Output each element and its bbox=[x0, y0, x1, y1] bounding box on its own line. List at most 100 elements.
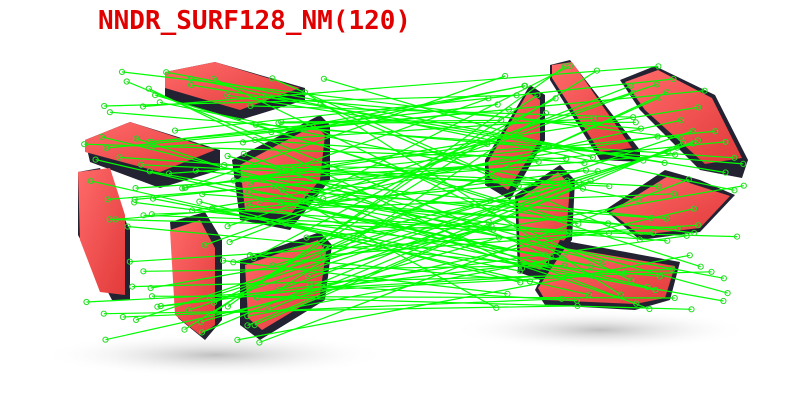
keypoint-marker bbox=[674, 144, 681, 151]
match-line bbox=[142, 65, 659, 108]
keypoint-marker bbox=[712, 128, 719, 135]
match-line bbox=[278, 167, 659, 188]
match-line bbox=[84, 143, 567, 160]
keypoint-marker bbox=[633, 300, 640, 307]
match-line bbox=[95, 159, 648, 288]
keypoint-marker bbox=[695, 222, 702, 229]
keypoint-marker bbox=[655, 63, 662, 70]
match-line bbox=[285, 223, 724, 302]
match-line bbox=[265, 96, 641, 130]
keypoint-marker bbox=[561, 262, 568, 269]
right-block-tr-face bbox=[625, 70, 742, 164]
keypoint-marker bbox=[664, 89, 671, 96]
keypoint-marker bbox=[116, 154, 123, 161]
keypoint-marker bbox=[278, 118, 285, 126]
keypoint-marker bbox=[576, 179, 583, 186]
keypoint-marker bbox=[634, 197, 641, 204]
match-line bbox=[90, 180, 589, 296]
match-line bbox=[273, 185, 497, 309]
keypoint-marker bbox=[187, 75, 194, 82]
keypoint-marker bbox=[653, 81, 660, 88]
keypoint-marker bbox=[664, 148, 671, 155]
keypoint-marker bbox=[123, 78, 130, 85]
keypoint-marker bbox=[534, 189, 541, 196]
keypoint-marker bbox=[686, 252, 693, 259]
keypoint-marker bbox=[146, 168, 153, 175]
keypoint-marker bbox=[593, 67, 601, 74]
keypoint-marker bbox=[192, 167, 199, 174]
keypoint-marker bbox=[628, 277, 635, 284]
keypoint-marker bbox=[275, 119, 282, 127]
keypoint-marker bbox=[734, 233, 741, 240]
keypoint-marker bbox=[688, 306, 695, 313]
keypoint-marker bbox=[552, 95, 559, 102]
keypoint-marker bbox=[495, 234, 502, 241]
keypoint-marker bbox=[655, 183, 662, 190]
keypoint-marker bbox=[542, 259, 550, 266]
keypoint-marker bbox=[290, 202, 297, 210]
keypoint-marker bbox=[724, 290, 731, 297]
keypoint-marker bbox=[81, 141, 88, 148]
keypoint-marker bbox=[740, 160, 747, 167]
keypoint-marker bbox=[720, 297, 727, 305]
keypoint-marker bbox=[148, 293, 156, 300]
keypoint-marker bbox=[104, 196, 111, 203]
match-line bbox=[320, 103, 641, 241]
keypoint-marker bbox=[606, 183, 613, 190]
left-block-top-face bbox=[165, 62, 300, 110]
keypoint-marker bbox=[630, 114, 637, 121]
keypoint-marker bbox=[154, 303, 161, 310]
keypoint-marker bbox=[256, 197, 263, 204]
keypoint-marker bbox=[224, 223, 231, 230]
keypoint-marker bbox=[152, 92, 159, 99]
match-line bbox=[247, 180, 591, 326]
left-block-l-face bbox=[78, 168, 125, 295]
keypoint-marker bbox=[124, 223, 131, 230]
keypoint-marker bbox=[303, 234, 310, 241]
keypoint-marker bbox=[632, 119, 639, 126]
keypoint-marker bbox=[321, 284, 328, 292]
keypoint-marker bbox=[224, 303, 231, 310]
keypoint-marker bbox=[221, 162, 228, 169]
keypoint-marker bbox=[319, 252, 326, 259]
match-line bbox=[259, 200, 678, 229]
keypoints bbox=[81, 63, 747, 346]
keypoint-marker bbox=[701, 87, 708, 94]
keypoint-marker bbox=[230, 259, 237, 266]
keypoint-marker bbox=[599, 259, 606, 266]
keypoint-marker bbox=[589, 272, 596, 280]
keypoint-marker bbox=[92, 156, 99, 163]
keypoint-marker bbox=[100, 310, 107, 317]
keypoint-marker bbox=[515, 182, 522, 190]
match-line bbox=[212, 207, 668, 242]
keypoint-marker bbox=[640, 157, 647, 164]
keypoint-marker bbox=[244, 201, 252, 208]
keypoint-marker bbox=[149, 195, 157, 202]
keypoint-marker bbox=[722, 138, 729, 145]
keypoint-marker bbox=[731, 154, 738, 161]
keypoint-marker bbox=[163, 69, 170, 76]
keypoint-marker bbox=[208, 310, 215, 318]
match-line bbox=[304, 91, 622, 296]
match-line bbox=[268, 181, 580, 310]
match-line bbox=[272, 151, 668, 266]
keypoint-marker bbox=[320, 75, 327, 82]
keypoint-marker bbox=[317, 101, 324, 108]
keypoint-marker bbox=[278, 200, 285, 207]
match-line bbox=[259, 178, 690, 344]
match-line bbox=[160, 235, 687, 307]
keypoint-marker bbox=[244, 313, 251, 320]
match-line bbox=[282, 189, 652, 219]
keypoint-marker bbox=[671, 190, 678, 197]
keypoint-marker bbox=[251, 322, 258, 329]
keypoint-marker bbox=[558, 295, 565, 302]
keypoint-marker bbox=[663, 215, 670, 222]
keypoint-marker bbox=[671, 294, 678, 302]
keypoint-marker bbox=[145, 85, 152, 92]
match-line bbox=[257, 296, 692, 310]
match-line bbox=[191, 84, 726, 174]
keypoint-marker bbox=[683, 232, 690, 239]
keypoint-marker bbox=[279, 187, 286, 194]
match-line bbox=[200, 237, 500, 323]
